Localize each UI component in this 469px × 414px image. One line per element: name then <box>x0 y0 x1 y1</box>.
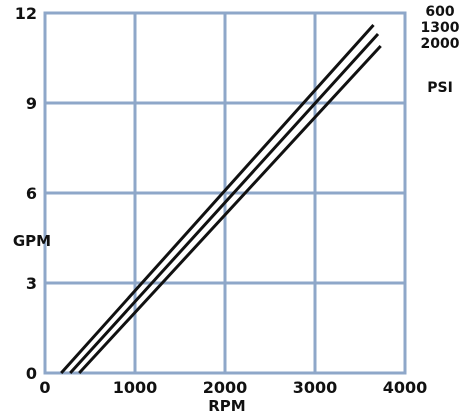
legend-series-600: 600 <box>425 4 454 20</box>
series-lines <box>60 23 382 375</box>
x-tick-label-0: 0 <box>39 378 50 397</box>
y-tick-label-12: 12 <box>15 4 37 23</box>
x-axis-label: RPM <box>208 397 245 414</box>
series-line-600 <box>60 23 375 375</box>
y-tick-label-3: 3 <box>26 274 37 293</box>
x-tick-label-1000: 1000 <box>113 378 158 397</box>
series-line-2000 <box>78 44 382 375</box>
plot-frame <box>43 11 407 375</box>
y-tick-label-6: 6 <box>26 184 37 203</box>
y-axis-label: GPM <box>13 232 51 250</box>
tick-labels: 0 1000 2000 3000 4000 0 3 6 9 12 <box>15 4 428 397</box>
grid <box>43 11 407 375</box>
x-tick-label-3000: 3000 <box>293 378 338 397</box>
x-tick-label-4000: 4000 <box>383 378 428 397</box>
legend: 600 1300 2000 PSI <box>421 4 460 96</box>
series-line-1300 <box>69 32 380 375</box>
legend-series-2000: 2000 <box>421 36 460 52</box>
x-tick-label-2000: 2000 <box>203 378 248 397</box>
y-tick-label-9: 9 <box>26 94 37 113</box>
y-tick-label-0: 0 <box>26 364 37 383</box>
legend-series-1300: 1300 <box>421 20 460 36</box>
legend-title: PSI <box>427 80 453 96</box>
